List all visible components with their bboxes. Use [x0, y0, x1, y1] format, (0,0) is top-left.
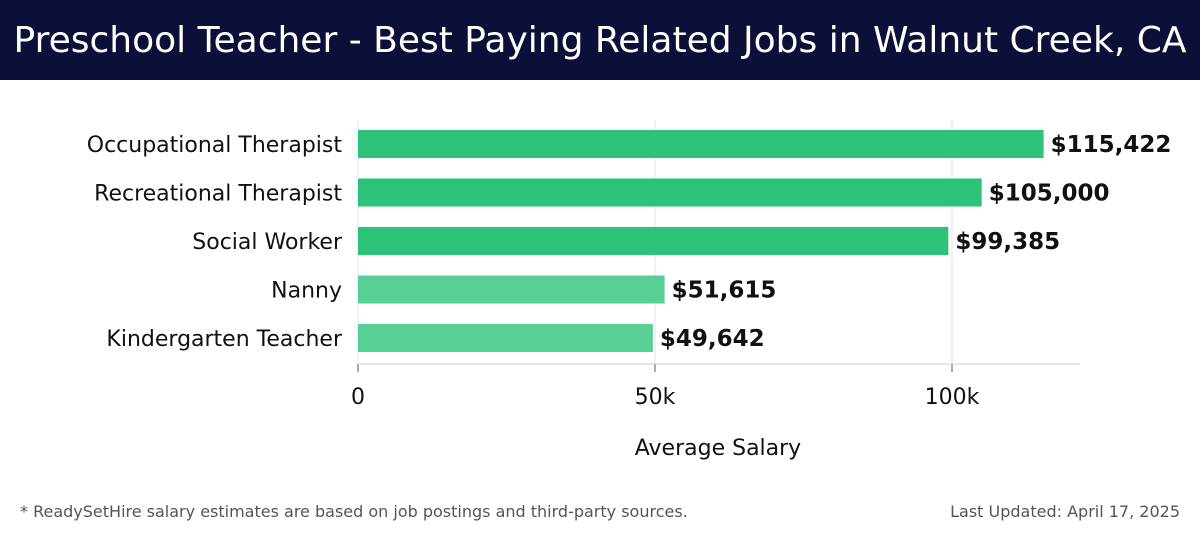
page-title: Preschool Teacher - Best Paying Related … — [13, 19, 1187, 61]
value-label: $49,642 — [660, 326, 765, 352]
footnote: * ReadySetHire salary estimates are base… — [20, 502, 688, 521]
value-label: $115,422 — [1051, 132, 1172, 158]
bar — [358, 227, 949, 255]
value-label: $105,000 — [989, 181, 1110, 207]
value-labels: $115,422 $105,000 $99,385 $51,615 $49,642 — [660, 132, 1171, 352]
category-label: Nanny — [271, 279, 342, 304]
category-label: Recreational Therapist — [94, 182, 342, 207]
bars — [358, 130, 1044, 352]
category-labels: Occupational Therapist Recreational Thera… — [87, 133, 343, 352]
x-tick-label: 100k — [925, 385, 980, 410]
bar — [358, 324, 653, 352]
x-tick-label: 50k — [635, 385, 676, 410]
value-label: $99,385 — [955, 229, 1060, 255]
category-label: Occupational Therapist — [87, 133, 343, 158]
value-label: $51,615 — [672, 278, 777, 304]
bar — [358, 130, 1044, 158]
last-updated: Last Updated: April 17, 2025 — [950, 502, 1180, 521]
x-tick-label: 0 — [351, 385, 365, 410]
x-axis: 0 50k 100k — [351, 363, 1080, 410]
bar — [358, 275, 665, 304]
bar — [358, 178, 982, 207]
x-axis-title: Average Salary — [635, 436, 801, 461]
title-bar: Preschool Teacher - Best Paying Related … — [0, 0, 1200, 80]
category-label: Social Worker — [192, 230, 343, 255]
category-label: Kindergarten Teacher — [106, 327, 343, 352]
bar-chart: Occupational Therapist Recreational Thera… — [87, 120, 1171, 461]
